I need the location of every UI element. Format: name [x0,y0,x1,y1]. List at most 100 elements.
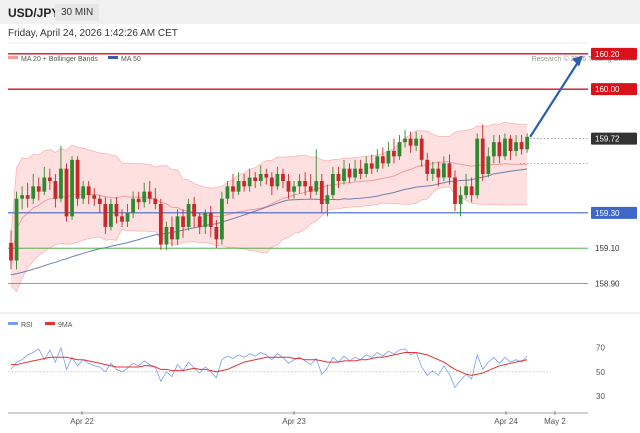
candle-body [419,138,424,160]
candle-body [9,242,13,261]
bollinger-band [11,122,528,292]
candle-body [269,177,274,187]
rsi-tick-label: 30 [596,392,605,401]
candle-body [59,168,63,199]
candle-body [164,226,169,245]
x-tick-label: Apr 22 [70,417,94,426]
candle-body [464,186,468,196]
level-label: 158.90 [595,280,620,289]
candle-body [220,198,224,240]
candle-body [203,212,208,227]
candle-body [236,181,241,192]
legend-label: MA 50 [121,56,141,63]
candle-body [247,177,252,187]
legend-label: 9MA [58,322,73,329]
candle-body [469,186,474,196]
candle-body [414,138,419,146]
rsi-tick-label: 70 [596,344,605,353]
candle-body [225,186,230,199]
candle-body [275,173,280,187]
candle-body [491,142,496,157]
forecast-arrow-shaft [529,60,580,138]
candle-body [197,216,202,227]
candle-body [281,173,285,182]
candle-body [408,138,413,146]
candle-body [53,181,58,199]
level-label-bg [591,83,637,96]
candle-body [308,186,313,192]
candle-body [120,216,124,222]
datetime-label: Friday, April 24, 2026 1:42:26 AM CET [8,28,178,39]
copyright-label: Research © 2026 Trading Central [532,55,637,63]
candle-body [286,181,291,192]
candle-body [103,204,108,227]
rsi-ma-line [11,352,528,376]
timeframe-badge[interactable]: 30 MIN [55,4,100,21]
candle-body [125,212,130,222]
candle-body [131,198,135,213]
candle-body [508,138,513,151]
candle-body [31,186,36,199]
candle-body [403,138,407,143]
candle-body [214,226,219,240]
candle-body [342,168,346,182]
candle-body [325,195,330,204]
candle-body [170,226,174,240]
legend-swatch [8,56,18,59]
forecast-arrow-head [572,55,583,67]
candle-body [358,168,363,174]
candle-body [158,204,163,245]
candle-body [442,163,446,178]
candle-body [336,173,341,182]
candle-body [192,204,197,217]
candle-body [97,198,102,204]
candle-body [81,186,86,199]
candle-body [175,216,180,240]
ma50-line [10,168,528,276]
candle-body [253,177,258,182]
ma20-line [10,161,528,261]
candle-body [425,159,430,174]
level-label-bg [591,132,637,145]
candle-body [380,156,385,164]
candle-body [297,181,302,187]
legend-swatch [108,56,118,59]
candle-body [319,181,324,204]
candle-body [514,142,518,151]
x-tick-label: Apr 23 [282,417,306,426]
bollinger-upper-line [10,121,528,236]
rsi-line [10,346,528,389]
candle-body [331,173,335,196]
candle-body [525,136,530,150]
level-label-bg [591,47,637,60]
candle-body [114,204,119,217]
candle-body [20,195,24,199]
candle-body [480,138,485,174]
candle-body [353,168,357,178]
level-label: 159.30 [595,209,620,218]
candle-body [392,151,396,157]
candle-body [264,173,269,178]
rsi-tick-label: 50 [596,368,605,377]
candle-body [14,198,19,261]
candle-body [231,186,235,192]
candle-body [436,168,441,178]
candle-body [86,186,91,196]
candle-body [208,212,213,227]
candle-body [181,216,185,227]
candle-body [314,181,319,192]
x-tick-label: Apr 24 [494,417,518,426]
candle-body [258,173,263,182]
level-label: 159.10 [595,244,620,253]
candle-body [519,142,524,150]
candle-body [364,163,369,174]
x-tick-label: May 2 [544,417,566,426]
header-bar [0,0,640,24]
level-label: 160.00 [595,85,620,94]
legend-swatch [8,322,18,325]
candle-body [369,163,374,169]
candle-body [242,181,246,187]
candle-body [430,168,435,174]
candle-body [36,186,41,192]
